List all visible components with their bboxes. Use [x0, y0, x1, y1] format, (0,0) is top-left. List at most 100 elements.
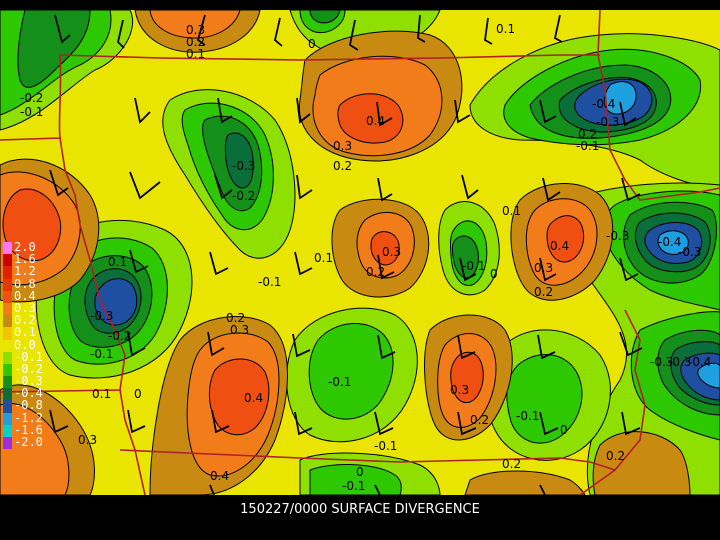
wind-barbs: [49, 14, 643, 495]
contour-label: 0.2: [606, 449, 625, 463]
contour-label: 0.2: [470, 413, 489, 427]
legend-label: 0.2: [14, 313, 36, 328]
contour-label: 0.2: [186, 35, 205, 49]
contour-label: 0.3: [230, 323, 249, 337]
contour-label: 0.4: [550, 239, 569, 253]
legend-row: 0.8: [3, 276, 43, 291]
legend-swatch: [3, 388, 12, 401]
contour-label: 0.2: [226, 311, 245, 325]
contour-label: -0.2: [232, 189, 255, 203]
contour-label: 0.1: [314, 251, 333, 265]
legend-label: -1.2: [14, 410, 43, 425]
contour-label: -0.4: [658, 235, 681, 249]
contour-label: -0.1: [328, 375, 351, 389]
legend-swatch: [3, 254, 12, 267]
boundary-lines: [0, 10, 720, 495]
contour-label: 0.4: [244, 391, 263, 405]
contour-label: -0.4: [688, 355, 711, 369]
contour-label: 0.2: [578, 127, 597, 141]
legend-label: -0.1: [14, 349, 43, 364]
contour-label: 0.3: [450, 383, 469, 397]
legend-label: -0.8: [14, 398, 43, 413]
legend-label: 0.3: [14, 300, 36, 315]
legend-row: 1.2: [3, 265, 43, 279]
legend-swatch: [3, 315, 12, 328]
contour-label: 0: [356, 465, 364, 479]
legend-row: -0.4: [3, 387, 43, 401]
contour-label: -0.3: [90, 309, 113, 323]
contour-label: 0.3: [186, 23, 205, 37]
legend-row: 0.2: [3, 313, 43, 328]
legend-swatch: [3, 351, 12, 364]
legend-row: -0.1: [3, 349, 43, 364]
legend-label: 2.0: [14, 240, 36, 254]
legend-row: 0.4: [3, 289, 43, 303]
contour-label: 0.2: [502, 457, 521, 471]
contour-label: 0: [308, 37, 316, 51]
legend-swatch: [3, 339, 12, 352]
legend-row: 0.0: [3, 337, 43, 352]
contour-label: -0.1: [90, 347, 113, 361]
contour-label: 0.3: [333, 139, 352, 153]
legend-swatch: [3, 412, 12, 425]
legend-row: 0.1: [3, 325, 43, 340]
contour-label: -0.3: [650, 355, 673, 369]
contour-label: 0.2: [366, 265, 385, 279]
contour-label: -0.1: [374, 439, 397, 453]
legend-label: 0.1: [14, 325, 36, 340]
legend-swatch: [3, 302, 12, 316]
contour-label: 0.3: [534, 261, 553, 275]
contour-label: -0.4: [592, 97, 615, 111]
contour-label: 0.1: [496, 22, 515, 36]
contour-label: -0.1: [576, 139, 599, 153]
legend-row: -0.2: [3, 361, 43, 377]
legend-row: -1.6: [3, 422, 43, 437]
contour-label: -0.1: [342, 479, 365, 493]
contour-label: 0: [134, 387, 142, 401]
map-title: 150227/0000 SURFACE DIVERGENCE: [240, 502, 480, 517]
contour-label: 0.3: [78, 433, 97, 447]
legend-swatch: [3, 327, 12, 340]
legend-row: -2.0: [3, 435, 43, 450]
contour-label: 0: [490, 267, 498, 281]
contour-label: 0.4: [210, 469, 229, 483]
legend-swatch: [3, 424, 12, 437]
legend-label: -0.3: [14, 374, 43, 389]
divergence-map: 0.3 0.2 0.1 0 0.1 -0.2 -0.1 0.4 0.3 0.2 …: [0, 10, 720, 495]
contour-label: -0.2: [108, 329, 131, 343]
contour-label: 0.1: [92, 387, 111, 401]
contour-label: -0.1: [516, 409, 539, 423]
contour-label: 0.1: [186, 47, 205, 61]
legend-label: -0.2: [14, 361, 43, 376]
legend-label: 0.8: [14, 276, 36, 291]
regions-light-blue: [603, 81, 720, 389]
contour-label: 0.2: [333, 159, 352, 173]
contour-label: 0.2: [534, 285, 553, 299]
contour-label: -0.3: [596, 115, 619, 129]
contour-label: 0.4: [366, 114, 385, 128]
legend-label: -2.0: [14, 435, 43, 449]
legend-row: -1.2: [3, 410, 43, 425]
contour-label: -0.3: [678, 245, 701, 259]
legend-swatch: [3, 363, 12, 377]
contour-label: 0: [560, 423, 568, 437]
contour-label: -0.3: [232, 159, 255, 173]
contour-label: 0.1: [108, 255, 127, 269]
legend-swatch: [3, 400, 12, 413]
legend-swatch: [3, 437, 12, 450]
legend-swatch: [3, 290, 12, 303]
map-canvas: 0.3 0.2 0.1 0 0.1 -0.2 -0.1 0.4 0.3 0.2 …: [0, 10, 720, 495]
contour-label: 0.3: [382, 245, 401, 259]
color-scale-legend: 2.0 1.6 1.2 0.8 0.4 0.3 0.2 0.1 0.0 -0.1 -0.2 -0.3-…: [3, 240, 43, 450]
legend-swatch: [3, 266, 12, 279]
legend-label: 0.0: [14, 337, 36, 352]
legend-label: 1.6: [14, 252, 36, 267]
legend-row: 0.3: [3, 300, 43, 316]
legend-swatch: [3, 278, 12, 291]
legend-row: -0.8: [3, 398, 43, 413]
legend-label: -1.6: [14, 422, 43, 437]
legend-row: 1.6: [3, 252, 43, 267]
contour-label: -0.2: [20, 91, 43, 105]
contour-label: -0.3: [668, 355, 691, 369]
contour-label: -0.1: [258, 275, 281, 289]
